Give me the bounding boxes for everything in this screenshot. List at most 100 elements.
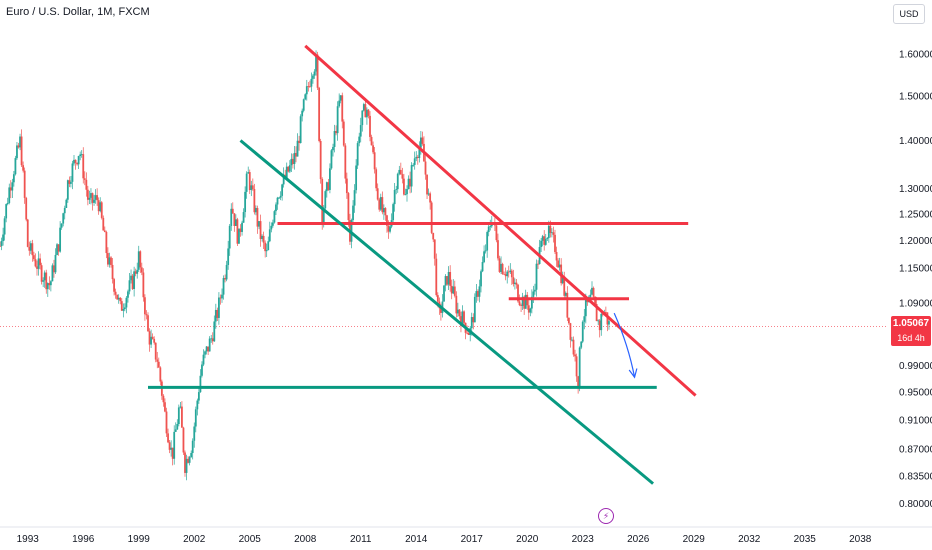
candle bbox=[379, 193, 382, 212]
time-tick-label: 1996 bbox=[72, 534, 95, 545]
candle bbox=[49, 280, 52, 292]
candle bbox=[552, 226, 555, 243]
candle bbox=[204, 350, 206, 359]
candle bbox=[34, 253, 37, 268]
candle bbox=[127, 289, 129, 303]
trend-line-4[interactable] bbox=[239, 139, 655, 485]
price-tick-label: 0.99000 bbox=[899, 361, 932, 372]
candle bbox=[285, 162, 288, 180]
candle bbox=[427, 188, 430, 196]
candle bbox=[270, 222, 273, 233]
candle bbox=[179, 401, 182, 409]
candle bbox=[140, 262, 143, 276]
candle bbox=[359, 117, 362, 143]
candle bbox=[231, 202, 234, 214]
candle bbox=[526, 292, 529, 310]
candle bbox=[295, 146, 297, 163]
candle bbox=[509, 263, 512, 275]
candle bbox=[207, 346, 210, 355]
candle bbox=[481, 256, 484, 273]
price-tick-label: 1.30000 bbox=[899, 184, 932, 195]
candle bbox=[564, 291, 567, 298]
candle bbox=[122, 303, 125, 318]
candle bbox=[9, 180, 12, 199]
time-tick-label: 2002 bbox=[183, 534, 206, 545]
candle bbox=[29, 240, 32, 255]
candle bbox=[304, 93, 307, 101]
candle bbox=[308, 80, 311, 88]
candle bbox=[435, 253, 438, 297]
candle bbox=[16, 141, 18, 160]
candle bbox=[456, 302, 459, 318]
candle bbox=[191, 438, 194, 460]
candle bbox=[242, 208, 245, 223]
candle bbox=[401, 167, 404, 184]
candle bbox=[202, 349, 205, 367]
candle bbox=[441, 294, 444, 318]
candle bbox=[446, 275, 448, 286]
candle bbox=[148, 328, 151, 352]
candle bbox=[258, 221, 260, 230]
candle bbox=[119, 296, 122, 305]
candle bbox=[464, 322, 467, 340]
forecast-arrow[interactable] bbox=[613, 312, 638, 379]
price-tick-label: 1.09000 bbox=[899, 298, 932, 309]
candle bbox=[580, 341, 583, 350]
candle bbox=[355, 159, 358, 194]
candle bbox=[188, 455, 191, 466]
candle bbox=[125, 295, 128, 314]
candle bbox=[290, 153, 293, 173]
currency-button[interactable]: USD bbox=[893, 4, 925, 24]
candle bbox=[358, 132, 361, 147]
last-price-label: 1.05067 16d 4h bbox=[891, 316, 931, 346]
candle bbox=[171, 447, 174, 466]
candle bbox=[361, 110, 364, 132]
candle bbox=[136, 262, 139, 279]
candle bbox=[227, 240, 230, 270]
price-tick-label: 1.40000 bbox=[899, 136, 932, 147]
candle bbox=[413, 151, 416, 170]
candle bbox=[572, 336, 575, 357]
candle bbox=[181, 401, 183, 428]
candle bbox=[342, 119, 345, 147]
candle bbox=[318, 86, 321, 143]
candle bbox=[407, 175, 410, 190]
candle bbox=[199, 369, 202, 393]
candle bbox=[373, 147, 376, 174]
price-axis[interactable]: 1.60000 1.50000 1.40000 1.30000 1.25000 1.200… bbox=[899, 49, 932, 510]
price-tick-label: 0.87000 bbox=[899, 445, 932, 456]
trend-line-1[interactable] bbox=[304, 44, 697, 397]
candle bbox=[489, 219, 492, 231]
candle bbox=[455, 291, 458, 318]
candle bbox=[174, 422, 177, 433]
candle bbox=[335, 125, 337, 136]
candle bbox=[5, 203, 8, 223]
candle bbox=[312, 73, 314, 84]
time-tick-label: 2020 bbox=[516, 534, 539, 545]
candle bbox=[372, 141, 374, 155]
time-tick-label: 2032 bbox=[738, 534, 761, 545]
candle bbox=[144, 294, 146, 321]
candle bbox=[224, 274, 226, 283]
candle bbox=[65, 198, 68, 208]
candle bbox=[93, 194, 95, 206]
price-tick-label: 0.80000 bbox=[899, 499, 932, 510]
candle bbox=[557, 258, 559, 268]
candle bbox=[20, 129, 23, 168]
candle bbox=[352, 200, 354, 225]
candle bbox=[500, 256, 502, 275]
candle bbox=[37, 251, 40, 276]
price-tick-label: 1.50000 bbox=[899, 91, 932, 102]
drawings-layer[interactable] bbox=[148, 44, 697, 485]
time-axis[interactable]: 1993 1996 1999 2002 2005 2008 2011 2014 2017 2020… bbox=[0, 526, 932, 545]
candle bbox=[293, 145, 296, 170]
candle bbox=[540, 238, 543, 252]
candle bbox=[194, 406, 197, 433]
candle bbox=[581, 320, 584, 344]
candle bbox=[512, 269, 515, 287]
candle bbox=[498, 255, 501, 274]
candle bbox=[497, 233, 499, 261]
time-tick-label: 2029 bbox=[683, 534, 706, 545]
lightning-icon[interactable]: ⚡ bbox=[598, 508, 614, 524]
